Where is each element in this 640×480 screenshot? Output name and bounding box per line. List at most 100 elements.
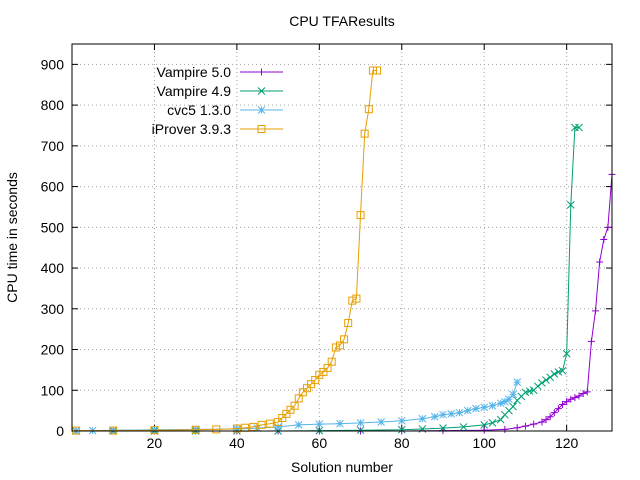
data-point <box>344 319 353 328</box>
data-point <box>319 367 328 376</box>
data-point <box>232 424 241 433</box>
data-point <box>546 413 554 421</box>
y-tick-label: 300 <box>41 301 65 317</box>
data-point <box>418 414 427 423</box>
data-point <box>533 382 542 391</box>
data-point <box>397 416 406 425</box>
data-point <box>513 424 521 432</box>
data-point <box>331 343 340 352</box>
data-point <box>558 366 567 375</box>
legend-marker <box>257 125 266 133</box>
legend-marker <box>257 87 266 95</box>
data-point <box>509 402 517 411</box>
data-point <box>550 409 558 417</box>
legend-label: Vampire 5.0 <box>157 64 232 80</box>
y-tick-label: 400 <box>41 260 65 276</box>
data-point <box>480 403 489 412</box>
data-point <box>587 337 595 345</box>
data-point <box>550 370 559 378</box>
y-tick-label: 900 <box>41 56 65 72</box>
data-point <box>542 416 550 424</box>
data-point <box>439 424 447 433</box>
data-point <box>447 410 456 418</box>
data-point <box>294 394 303 403</box>
data-point <box>463 406 472 415</box>
series-line <box>76 70 377 432</box>
data-point <box>488 418 497 427</box>
data-point <box>373 66 382 75</box>
series-line <box>76 127 579 432</box>
chart-title: CPU TFAResults <box>289 13 395 29</box>
data-point <box>307 380 316 389</box>
data-point <box>604 223 612 231</box>
y-tick-label: 200 <box>41 342 65 358</box>
data-point <box>294 421 303 429</box>
data-point <box>290 401 299 410</box>
data-point <box>488 401 497 410</box>
data-point <box>356 211 365 220</box>
data-point <box>496 399 505 408</box>
legend: Vampire 5.0 Vampire 4.9 cvc5 1.3.0 iProver … <box>152 64 283 137</box>
data-point <box>566 201 575 209</box>
data-point <box>352 294 361 303</box>
data-point <box>327 357 336 366</box>
data-point <box>282 409 291 418</box>
data-point <box>323 363 332 372</box>
data-point <box>579 390 587 398</box>
data-point <box>336 419 344 428</box>
data-point <box>335 341 344 350</box>
data-point <box>278 413 287 422</box>
data-point <box>505 395 513 404</box>
series-3 <box>72 378 522 435</box>
series-1 <box>72 170 616 435</box>
data-point <box>509 390 517 399</box>
y-tick-label: 700 <box>41 138 65 154</box>
data-point <box>455 408 464 417</box>
data-point <box>592 307 600 315</box>
data-point <box>377 418 386 426</box>
data-point <box>191 425 200 434</box>
data-point <box>559 401 567 409</box>
data-point <box>546 373 555 382</box>
data-point <box>480 426 488 434</box>
x-tick-label: 20 <box>147 435 163 451</box>
data-point <box>265 419 274 428</box>
data-point <box>542 376 550 384</box>
series-layer <box>72 66 616 435</box>
grid-lines <box>72 44 612 431</box>
data-point <box>575 392 583 400</box>
data-point <box>538 379 546 387</box>
data-point <box>340 335 349 344</box>
data-point <box>600 236 608 244</box>
data-point <box>253 424 262 433</box>
data-point <box>356 418 365 427</box>
data-point <box>567 395 575 403</box>
data-point <box>496 415 505 424</box>
data-point <box>459 423 468 431</box>
data-point <box>430 412 439 421</box>
x-tick-label: 60 <box>312 435 328 451</box>
data-point <box>368 66 377 75</box>
data-point <box>472 404 480 413</box>
y-axis-ticks: 0 100 200 300 400 500 600 700 800 900 <box>41 56 612 439</box>
data-point <box>501 425 509 433</box>
data-point <box>596 258 604 266</box>
y-tick-label: 500 <box>41 219 65 235</box>
x-axis-ticks: 20 40 60 80 100 120 <box>147 44 579 451</box>
legend-marker <box>258 68 265 76</box>
data-point <box>562 349 571 358</box>
data-point <box>575 123 583 132</box>
data-point <box>538 418 546 426</box>
data-point <box>563 398 571 406</box>
y-tick-label: 100 <box>41 382 65 398</box>
x-axis-label: Solution number <box>291 459 393 475</box>
y-axis-label: CPU time in seconds <box>4 172 20 303</box>
data-point <box>274 423 282 431</box>
data-point <box>397 425 406 434</box>
data-point <box>360 129 369 138</box>
data-point <box>583 388 591 396</box>
series-4 <box>72 66 382 435</box>
y-tick-label: 0 <box>56 423 64 439</box>
data-point <box>521 422 529 430</box>
